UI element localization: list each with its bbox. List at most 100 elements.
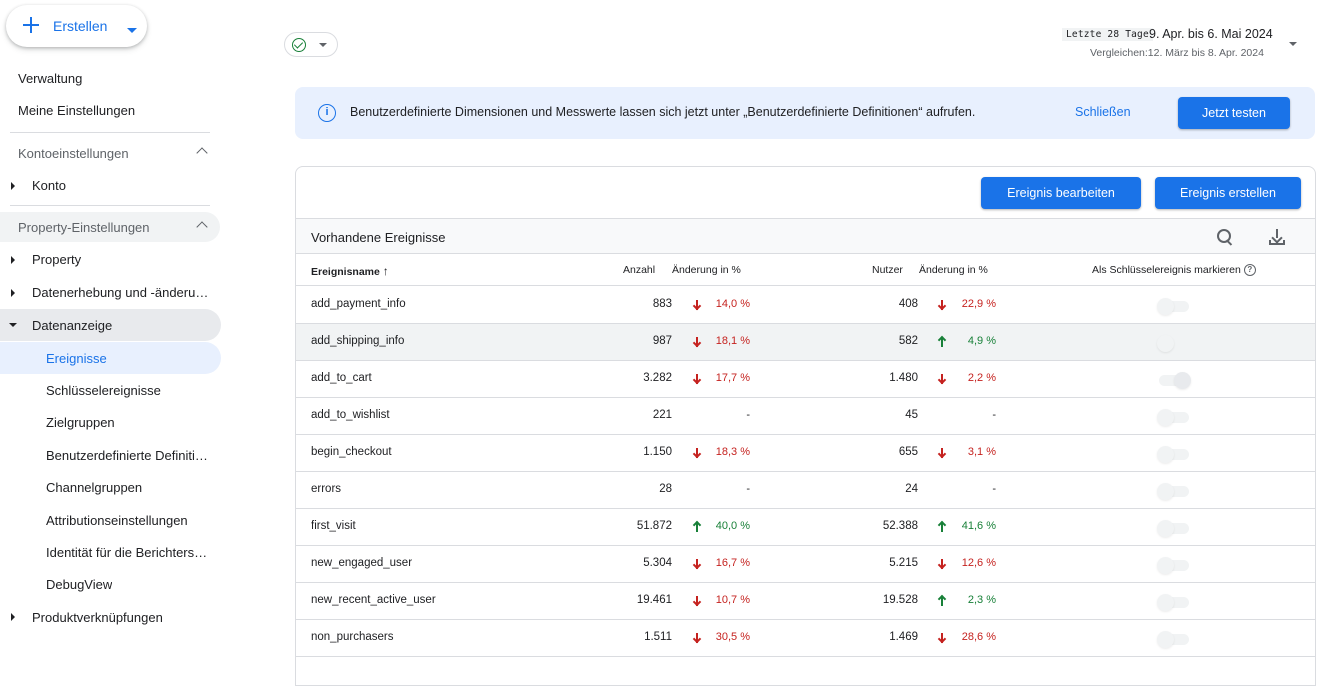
event-name-cell: new_engaged_user bbox=[311, 557, 413, 569]
users-change-cell: - bbox=[992, 483, 996, 495]
table-header-row: Ereignisname ↑ Anzahl Änderung in % Nutz… bbox=[296, 254, 1315, 286]
key-event-toggle[interactable] bbox=[1157, 483, 1191, 500]
section-property-settings[interactable]: Property-Einstellungen bbox=[0, 212, 220, 242]
key-event-toggle[interactable] bbox=[1157, 298, 1191, 315]
nav-property[interactable]: Property bbox=[32, 251, 82, 267]
table-row[interactable]: add_shipping_info 987 18,1 % 582 4,9 % bbox=[296, 324, 1315, 361]
count-cell: 221 bbox=[652, 409, 672, 421]
table-row[interactable]: new_recent_active_user 19.461 10,7 % 19.528… bbox=[296, 583, 1315, 620]
count-change-cell: 30,5 % bbox=[715, 631, 750, 643]
nav-my-settings[interactable]: Meine Einstellungen bbox=[18, 102, 136, 118]
table-row[interactable]: add_to_wishlist 221 - 45 - bbox=[296, 398, 1315, 435]
status-filter-chip[interactable] bbox=[284, 32, 338, 57]
nav-reporting-identity[interactable]: Identität für die Berichters… bbox=[46, 544, 208, 560]
nav-admin[interactable]: Verwaltung bbox=[18, 70, 83, 86]
arrow-down-icon bbox=[937, 631, 947, 645]
nav-channel-groups[interactable]: Channelgruppen bbox=[46, 479, 143, 495]
key-event-toggle[interactable] bbox=[1157, 372, 1191, 389]
count-change-cell: 14,0 % bbox=[715, 298, 750, 310]
count-cell: 28 bbox=[659, 483, 672, 495]
count-cell: 51.872 bbox=[636, 520, 672, 532]
arrow-down-icon bbox=[692, 372, 702, 386]
chevron-up-icon bbox=[196, 221, 208, 233]
plus-icon bbox=[22, 16, 40, 34]
chevron-up-icon bbox=[196, 147, 208, 159]
count-change-cell: 10,7 % bbox=[715, 594, 750, 606]
table-row[interactable]: errors 28 - 24 - bbox=[296, 472, 1315, 509]
table-row[interactable]: add_to_cart 3.282 17,7 % 1.480 2,2 % bbox=[296, 361, 1315, 398]
users-change-cell: 12,6 % bbox=[961, 557, 996, 569]
event-name-cell: new_recent_active_user bbox=[311, 594, 436, 606]
download-icon[interactable] bbox=[1268, 228, 1286, 246]
count-change-cell: 18,3 % bbox=[715, 446, 750, 458]
arrow-up-icon bbox=[937, 335, 947, 349]
nav-attribution-settings[interactable]: Attributionseinstellungen bbox=[46, 512, 188, 528]
nav-audiences[interactable]: Zielgruppen bbox=[46, 414, 115, 430]
key-event-toggle[interactable] bbox=[1157, 520, 1191, 537]
nav-highlight bbox=[0, 309, 221, 341]
key-event-toggle[interactable] bbox=[1157, 631, 1191, 648]
count-change-cell: - bbox=[746, 483, 750, 495]
create-event-button[interactable]: Ereignis erstellen bbox=[1155, 177, 1301, 209]
table-row[interactable]: new_engaged_user 5.304 16,7 % 5.215 12,6 % bbox=[296, 546, 1315, 583]
help-icon[interactable]: ? bbox=[1243, 264, 1256, 277]
header-count-change[interactable]: Änderung in % bbox=[672, 264, 741, 276]
key-event-toggle[interactable] bbox=[1157, 409, 1191, 426]
nav-debugview[interactable]: DebugView bbox=[46, 576, 113, 592]
section-account-settings[interactable]: Kontoeinstellungen bbox=[0, 138, 220, 168]
header-count[interactable]: Anzahl bbox=[623, 264, 656, 276]
users-change-cell: 2,2 % bbox=[967, 372, 996, 384]
expand-arrow-icon bbox=[11, 289, 15, 297]
users-cell: 1.480 bbox=[889, 372, 918, 384]
check-circle-icon bbox=[292, 38, 306, 52]
nav-data-display[interactable]: Datenanzeige bbox=[32, 317, 113, 333]
key-event-toggle[interactable] bbox=[1157, 446, 1191, 463]
nav-key-events[interactable]: Schlüsselereignisse bbox=[46, 382, 161, 398]
arrow-down-icon bbox=[692, 335, 702, 349]
create-button[interactable]: Erstellen bbox=[6, 5, 147, 47]
header-users-change[interactable]: Änderung in % bbox=[919, 264, 988, 276]
event-name-cell: add_to_cart bbox=[311, 372, 372, 384]
key-event-toggle[interactable] bbox=[1157, 557, 1191, 574]
arrow-down-icon bbox=[937, 557, 947, 571]
count-change-cell: - bbox=[746, 409, 750, 421]
table-row[interactable]: begin_checkout 1.150 18,3 % 655 3,1 % bbox=[296, 435, 1315, 472]
count-cell: 5.304 bbox=[643, 557, 672, 569]
search-icon[interactable] bbox=[1217, 229, 1233, 245]
nav-events[interactable]: Ereignisse bbox=[46, 350, 107, 366]
nav-product-links[interactable]: Produktverknüpfungen bbox=[32, 609, 163, 625]
table-row[interactable]: add_payment_info 883 14,0 % 408 22,9 % bbox=[296, 287, 1315, 324]
arrow-up-icon bbox=[937, 520, 947, 534]
arrow-down-icon bbox=[937, 446, 947, 460]
arrow-down-icon bbox=[692, 594, 702, 608]
users-cell: 5.215 bbox=[889, 557, 918, 569]
count-change-cell: 16,7 % bbox=[715, 557, 750, 569]
banner-close-button[interactable]: Schließen bbox=[1075, 105, 1131, 119]
edit-event-button[interactable]: Ereignis bearbeiten bbox=[981, 177, 1141, 209]
users-change-cell: 22,9 % bbox=[961, 298, 996, 310]
count-cell: 1.150 bbox=[643, 446, 672, 458]
nav-custom-definitions[interactable]: Benutzerdefinierte Definiti… bbox=[46, 447, 208, 463]
header-event-name[interactable]: Ereignisname ↑ bbox=[311, 264, 389, 278]
nav-data-collection[interactable]: Datenerhebung und -änderu… bbox=[32, 284, 209, 300]
header-users[interactable]: Nutzer bbox=[872, 264, 903, 276]
table-row[interactable]: first_visit 51.872 40,0 % 52.388 41,6 % bbox=[296, 509, 1315, 546]
key-event-toggle[interactable] bbox=[1157, 594, 1191, 611]
key-event-toggle[interactable] bbox=[1157, 335, 1191, 352]
date-compare-text: Vergleichen:12. März bis 8. Apr. 2024 bbox=[1090, 47, 1264, 59]
users-cell: 1.469 bbox=[889, 631, 918, 643]
arrow-down-icon bbox=[692, 557, 702, 571]
banner-text: Benutzerdefinierte Dimensionen und Messw… bbox=[350, 105, 976, 119]
date-range-picker[interactable]: Letzte 28 Tage 9. Apr. bis 6. Mai 2024 V… bbox=[1060, 27, 1302, 63]
arrow-down-icon bbox=[937, 372, 947, 386]
arrow-down-icon bbox=[692, 298, 702, 312]
banner-try-button[interactable]: Jetzt testen bbox=[1178, 97, 1290, 129]
event-name-cell: add_to_wishlist bbox=[311, 409, 390, 421]
table-row[interactable]: non_purchasers 1.511 30,5 % 1.469 28,6 % bbox=[296, 620, 1315, 657]
sort-arrow-up-icon: ↑ bbox=[382, 264, 389, 278]
users-cell: 52.388 bbox=[882, 520, 918, 532]
event-name-cell: non_purchasers bbox=[311, 631, 394, 643]
arrow-down-icon bbox=[692, 446, 702, 460]
chevron-down-icon bbox=[127, 28, 137, 33]
nav-account[interactable]: Konto bbox=[32, 177, 66, 193]
